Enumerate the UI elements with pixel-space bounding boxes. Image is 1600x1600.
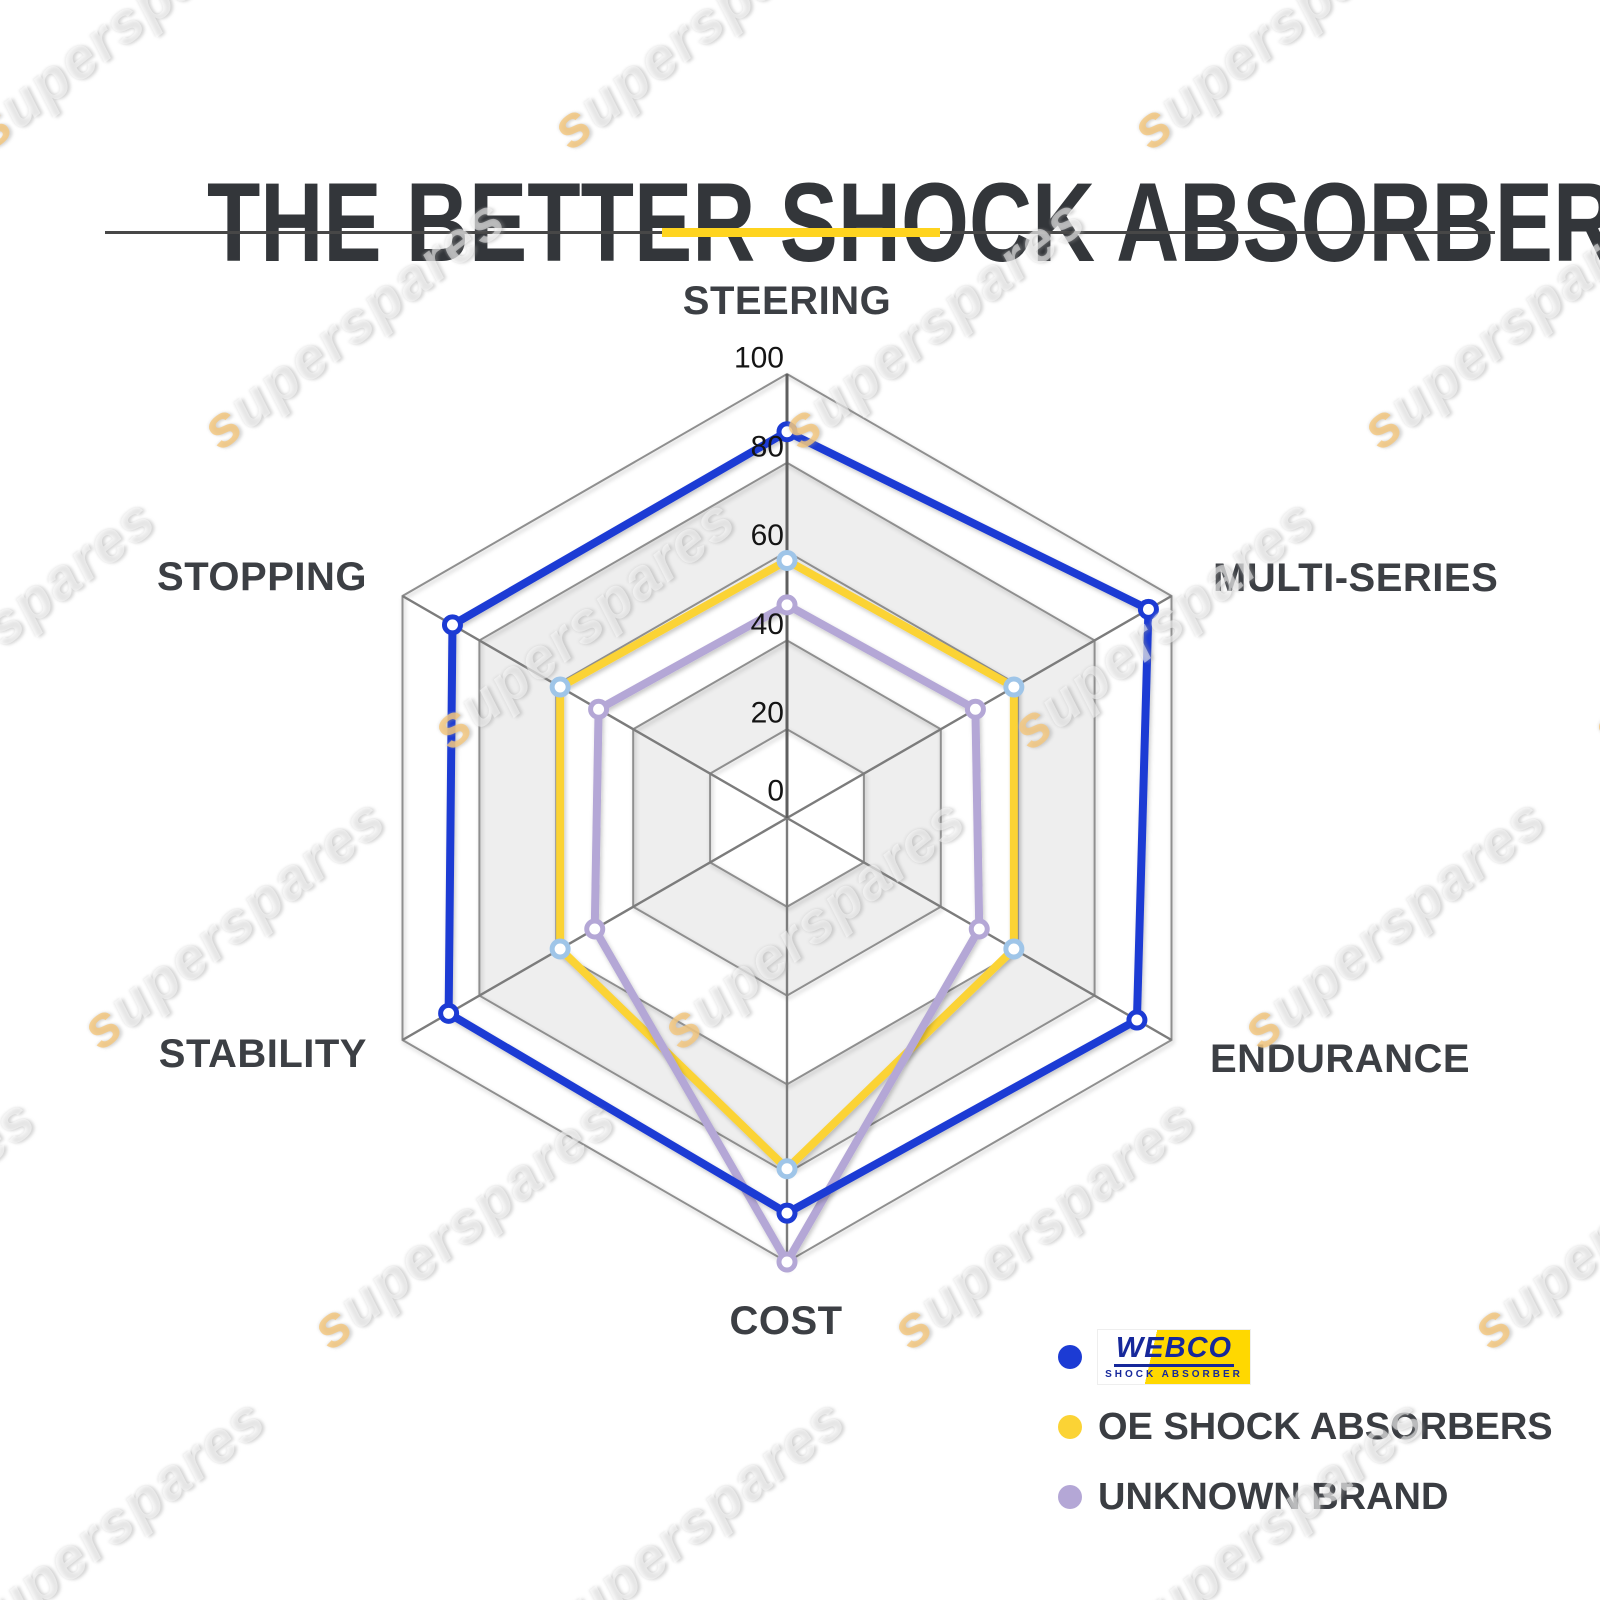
page-title-text: THE BETTER SHOCK ABSORBERS xyxy=(206,160,1600,286)
webco-logo: WEBCO SHOCK ABSORBER xyxy=(1098,1330,1250,1384)
svg-text:40: 40 xyxy=(751,608,784,641)
legend-item-oe-shock-absorbers: OE SHOCK ABSORBERS xyxy=(1058,1405,1553,1449)
svg-text:0: 0 xyxy=(767,775,784,808)
legend-dot-webco xyxy=(1058,1345,1082,1369)
title-divider-accent xyxy=(662,228,940,237)
webco-logo-subtext: SHOCK ABSORBER xyxy=(1105,1369,1243,1380)
axis-label-endurance: ENDURANCE xyxy=(1210,1037,1471,1081)
axis-label-cost: COST xyxy=(729,1299,843,1343)
radar-tick-labels: 0 20 40 60 80 100 xyxy=(734,342,784,808)
legend-label-unknown: UNKNOWN BRAND xyxy=(1098,1475,1449,1518)
legend-label-oe: OE SHOCK ABSORBERS xyxy=(1098,1405,1553,1448)
axis-label-stopping: STOPPING xyxy=(157,555,367,599)
axis-label-steering: STEERING xyxy=(682,279,892,323)
svg-text:100: 100 xyxy=(734,342,784,375)
svg-text:60: 60 xyxy=(751,519,784,552)
legend-item-unknown-brand: UNKNOWN BRAND xyxy=(1058,1475,1448,1519)
webco-logo-word: WEBCO xyxy=(1113,1334,1235,1367)
axis-label-multi-series: MULTI-SERIES xyxy=(1213,556,1499,600)
svg-text:80: 80 xyxy=(751,430,784,463)
legend-dot-oe xyxy=(1058,1415,1082,1439)
svg-text:20: 20 xyxy=(751,697,784,730)
radar-series xyxy=(438,421,1159,1273)
legend-dot-unknown xyxy=(1058,1485,1082,1509)
legend-item-webco: WEBCO SHOCK ABSORBER xyxy=(1058,1330,1250,1384)
page-title: THE BETTER SHOCK ABSORBERS xyxy=(0,167,1600,279)
axis-label-stability: STABILITY xyxy=(158,1032,367,1076)
